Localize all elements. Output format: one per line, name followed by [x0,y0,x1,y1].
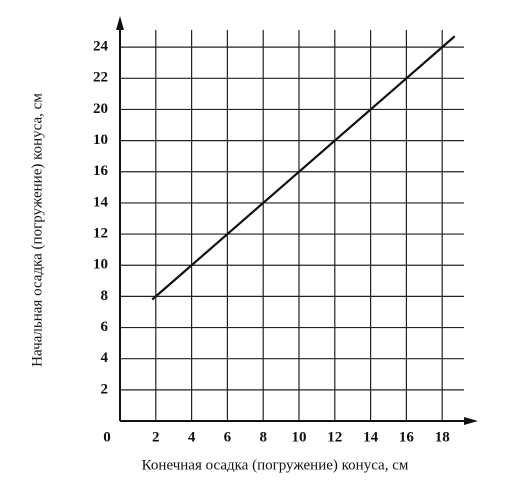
y-arrow [116,16,124,30]
y-tick-label: 2 [101,381,109,397]
x-tick-label: 16 [399,429,415,445]
x-tick-label: 12 [327,429,342,445]
x-arrow [464,417,478,425]
x-tick-label: 6 [224,429,232,445]
x-tick-label: 18 [435,429,450,445]
y-tick-label: 10 [93,257,108,273]
x-tick-label: 14 [363,429,379,445]
y-tick-label: 12 [93,226,108,242]
y-tick-label: 10 [93,132,108,148]
x-tick-label: 10 [292,429,307,445]
x-tick-label: 0 [103,429,111,445]
x-tick-label: 2 [152,429,160,445]
y-axis-title: Начальная осадка (погружение) конуса, см [29,93,45,367]
y-tick-label: 16 [93,163,109,179]
x-tick-label: 8 [259,429,267,445]
y-tick-label: 14 [93,194,109,210]
x-axis-title: Конечная осадка (погружение) конуса, см [142,457,409,473]
x-tick-label: 4 [188,429,196,445]
y-tick-label: 22 [93,70,108,86]
y-tick-label: 4 [101,350,109,366]
y-tick-label: 8 [101,288,109,304]
y-tick-label: 20 [93,101,108,117]
y-tick-label: 24 [93,39,109,55]
data-line [151,35,456,301]
y-tick-label: 6 [101,319,109,335]
